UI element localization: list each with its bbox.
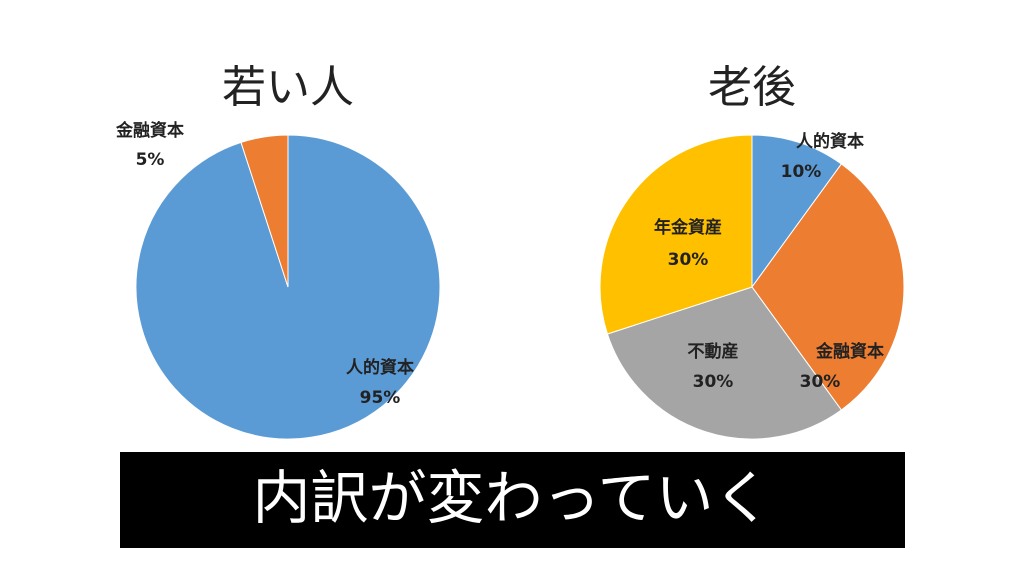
slice-label: 金融資本 — [115, 120, 184, 141]
pie-slice — [599, 134, 753, 335]
slice-label: 年金資産 — [654, 217, 722, 238]
chart-title: 老後 — [708, 62, 796, 113]
banner-box — [120, 452, 905, 548]
banner-text: 内訳が変わっていく — [252, 464, 771, 532]
pie-slice — [751, 163, 905, 411]
slice-value-label: 10% — [781, 162, 822, 182]
chart-title: 若い人 — [222, 62, 354, 113]
slice-label: 金融資本 — [815, 341, 884, 362]
pie-slice — [751, 134, 843, 289]
slice-label: 不動産 — [688, 341, 739, 362]
slice-label: 人的資本 — [346, 357, 414, 378]
pie-slice — [240, 134, 289, 288]
slice-value-label: 95% — [360, 388, 401, 408]
slice-value-label: 30% — [668, 250, 709, 270]
slice-value-label: 30% — [800, 372, 841, 392]
slice-value-label: 30% — [693, 372, 734, 392]
pie-slice — [606, 286, 843, 440]
slice-label: 人的資本 — [796, 131, 864, 152]
slice-value-label: 5% — [136, 150, 165, 170]
